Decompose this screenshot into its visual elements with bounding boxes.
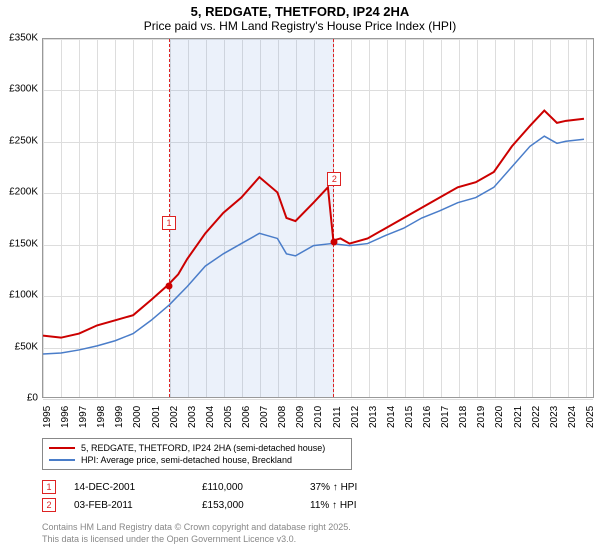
x-tick: 2010	[313, 406, 324, 428]
legend-label: HPI: Average price, semi-detached house,…	[81, 455, 292, 465]
x-tick: 2009	[295, 406, 306, 428]
y-tick: £300K	[9, 84, 38, 95]
x-tick: 2022	[531, 406, 542, 428]
x-tick: 2023	[549, 406, 560, 428]
x-tick: 2017	[440, 406, 451, 428]
transaction-price: £153,000	[202, 500, 292, 511]
x-tick: 2004	[205, 406, 216, 428]
marker-label: 1	[162, 216, 176, 230]
address-title: 5, REDGATE, THETFORD, IP24 2HA	[0, 4, 600, 19]
x-tick: 2006	[241, 406, 252, 428]
y-tick: £50K	[15, 341, 38, 352]
transaction-marker: 1	[42, 480, 56, 494]
series-price_paid	[43, 111, 584, 338]
series-hpi	[43, 136, 584, 354]
marker-dot	[331, 238, 338, 245]
transaction-row: 2 03-FEB-2011 £153,000 11% ↑ HPI	[42, 496, 357, 514]
legend-row: HPI: Average price, semi-detached house,…	[49, 454, 345, 466]
x-tick: 2013	[368, 406, 379, 428]
x-tick: 2000	[132, 406, 143, 428]
x-tick: 2012	[350, 406, 361, 428]
transaction-date: 03-FEB-2011	[74, 500, 184, 511]
transaction-row: 1 14-DEC-2001 £110,000 37% ↑ HPI	[42, 478, 357, 496]
x-tick: 2003	[187, 406, 198, 428]
x-tick: 2007	[259, 406, 270, 428]
line-plot	[43, 39, 593, 397]
legend-swatch	[49, 447, 75, 449]
x-tick: 2025	[585, 406, 596, 428]
x-tick: 2021	[513, 406, 524, 428]
x-tick: 2011	[332, 406, 343, 428]
x-tick: 2015	[404, 406, 415, 428]
y-tick: £250K	[9, 135, 38, 146]
x-tick: 2005	[223, 406, 234, 428]
footer-line2: This data is licensed under the Open Gov…	[42, 534, 351, 546]
transaction-table: 1 14-DEC-2001 £110,000 37% ↑ HPI 2 03-FEB-201…	[42, 478, 357, 514]
legend: 5, REDGATE, THETFORD, IP24 2HA (semi-det…	[42, 438, 352, 470]
x-tick: 2001	[151, 406, 162, 428]
marker-label: 2	[327, 172, 341, 186]
footer: Contains HM Land Registry data © Crown c…	[42, 522, 351, 545]
y-tick: £0	[27, 393, 38, 404]
y-tick: £350K	[9, 33, 38, 44]
y-tick: £150K	[9, 238, 38, 249]
footer-line1: Contains HM Land Registry data © Crown c…	[42, 522, 351, 534]
transaction-delta: 37% ↑ HPI	[310, 482, 357, 493]
legend-swatch	[49, 459, 75, 461]
x-tick: 2018	[458, 406, 469, 428]
y-axis: £0£50K£100K£150K£200K£250K£300K£350K	[0, 38, 42, 398]
x-tick: 1995	[42, 406, 53, 428]
transaction-delta: 11% ↑ HPI	[310, 500, 357, 511]
transaction-price: £110,000	[202, 482, 292, 493]
x-tick: 2008	[277, 406, 288, 428]
x-tick: 2002	[169, 406, 180, 428]
x-tick: 2016	[422, 406, 433, 428]
x-tick: 2019	[476, 406, 487, 428]
x-tick: 2024	[567, 406, 578, 428]
legend-label: 5, REDGATE, THETFORD, IP24 2HA (semi-det…	[81, 443, 325, 453]
x-tick: 1996	[60, 406, 71, 428]
x-tick: 1997	[78, 406, 89, 428]
x-tick: 2020	[494, 406, 505, 428]
x-axis: 1995 1996 1997 1998 1999 2000 2001 2002 2003 2004…	[42, 398, 594, 438]
chart-plot-area: 12	[42, 38, 594, 398]
transaction-date: 14-DEC-2001	[74, 482, 184, 493]
legend-row: 5, REDGATE, THETFORD, IP24 2HA (semi-det…	[49, 442, 345, 454]
x-tick: 2014	[386, 406, 397, 428]
transaction-marker: 2	[42, 498, 56, 512]
x-tick: 1998	[96, 406, 107, 428]
x-tick: 1999	[114, 406, 125, 428]
marker-dot	[165, 282, 172, 289]
chart-subtitle: Price paid vs. HM Land Registry's House …	[0, 19, 600, 33]
y-tick: £100K	[9, 290, 38, 301]
y-tick: £200K	[9, 187, 38, 198]
